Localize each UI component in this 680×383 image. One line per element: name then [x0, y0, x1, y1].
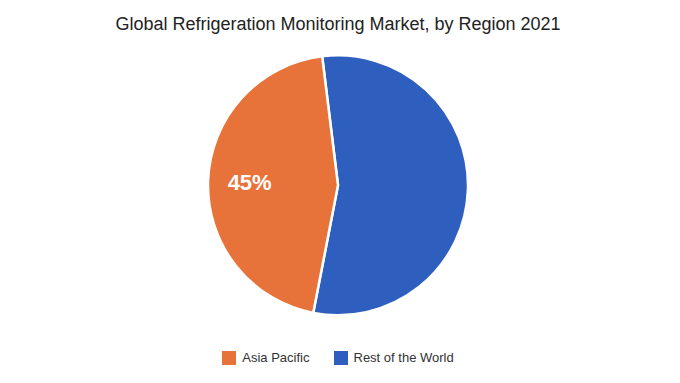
html-text:Rest of the World: Rest of the World — [353, 350, 454, 365]
html-text:Global Refrigeration Monitorin: Global Refrigeration Monitoring Market, … — [115, 14, 561, 34]
svg-text:45%: 45% — [228, 170, 272, 195]
html-text:Asia Pacific: Asia Pacific — [242, 350, 310, 365]
